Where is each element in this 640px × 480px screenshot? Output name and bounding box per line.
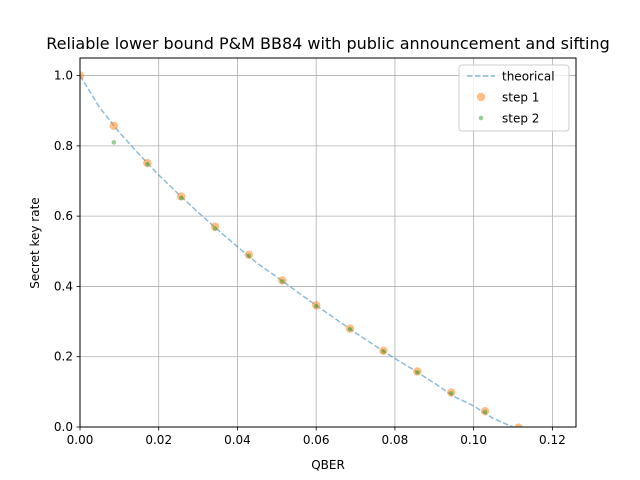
x-tick-label: 0.02 — [145, 433, 172, 447]
data-point-step-1 — [514, 423, 523, 427]
data-point-step-2 — [111, 140, 117, 145]
plot-frame — [79, 57, 577, 428]
x-tick-label: 0.04 — [224, 433, 251, 447]
legend-box — [458, 64, 570, 132]
data-point-step-2 — [347, 327, 353, 332]
series-line-theorical — [80, 75, 514, 427]
data-point-step-2 — [381, 349, 386, 354]
data-point-step-2 — [212, 226, 218, 231]
x-tick-label: 0.06 — [303, 433, 330, 447]
legend: theorical step 1 step 2 — [458, 64, 570, 132]
data-point-step-2 — [178, 195, 184, 201]
legend-label-theorical: theorical — [502, 70, 555, 84]
x-axis-label: QBER — [311, 458, 345, 472]
legend-swatch-step-1 — [476, 92, 486, 102]
data-point-step-2 — [313, 303, 319, 309]
y-tick-label: 0.2 — [54, 350, 73, 364]
x-tick-label: 0.08 — [382, 433, 409, 447]
data-point-step-2 — [448, 390, 454, 396]
y-tick-label: 1.0 — [54, 69, 73, 83]
axes: 0.00 0.02 0.04 0.06 0.08 0.10 0.12 0.0 0.2 0.4 0.6… — [54, 69, 566, 447]
data-point-step-2 — [246, 253, 252, 259]
data-point-step-1 — [109, 121, 119, 131]
data-point-step-2 — [145, 161, 150, 167]
chart-title: Reliable lower bound P&M BB84 with publi… — [46, 34, 610, 53]
y-tick-label: 0.6 — [54, 209, 73, 223]
y-axis-label: Secret key rate — [28, 197, 42, 288]
data-point-step-2 — [482, 409, 488, 415]
y-tick-label: 0.4 — [54, 279, 73, 293]
x-tick-label: 0.12 — [539, 433, 566, 447]
y-tick-label: 0.8 — [54, 139, 73, 153]
x-tick-label: 0.00 — [67, 433, 94, 447]
x-tick-label: 0.10 — [460, 433, 487, 447]
y-tick-label: 0.0 — [54, 420, 73, 434]
data-point-step-1 — [80, 71, 85, 80]
plot-series — [80, 71, 523, 427]
data-point-step-2 — [415, 370, 420, 375]
legend-swatch-step-2 — [478, 115, 484, 121]
data-point-step-2 — [280, 279, 285, 284]
legend-label-step-1: step 1 — [502, 91, 539, 105]
legend-label-step-2: step 2 — [502, 112, 539, 126]
